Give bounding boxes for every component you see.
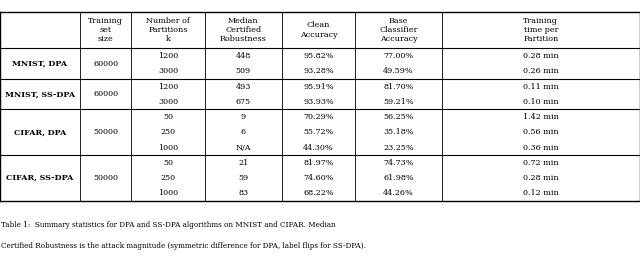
Text: 93.93%: 93.93% — [303, 98, 334, 106]
Text: 60000: 60000 — [93, 90, 118, 98]
Text: CIFAR, SS-DPA: CIFAR, SS-DPA — [6, 174, 74, 182]
Text: 1.42 min: 1.42 min — [523, 113, 559, 121]
Text: 1200: 1200 — [158, 83, 178, 91]
Text: 0.72 min: 0.72 min — [523, 159, 559, 167]
Text: Clean
Accuracy: Clean Accuracy — [300, 22, 337, 39]
Text: CIFAR, DPA: CIFAR, DPA — [14, 128, 66, 136]
Text: 1200: 1200 — [158, 52, 178, 60]
Text: 493: 493 — [236, 83, 251, 91]
Text: 250: 250 — [161, 128, 175, 136]
Text: Base
Classifier
Accuracy: Base Classifier Accuracy — [379, 17, 418, 43]
Text: 61.98%: 61.98% — [383, 174, 413, 182]
Text: Median
Certified
Robustness: Median Certified Robustness — [220, 17, 267, 43]
Text: 0.28 min: 0.28 min — [523, 52, 559, 60]
Text: 60000: 60000 — [93, 60, 118, 68]
Text: 44.30%: 44.30% — [303, 144, 333, 152]
Text: Training
set
size: Training set size — [88, 17, 123, 43]
Text: 50: 50 — [163, 113, 173, 121]
Text: 675: 675 — [236, 98, 251, 106]
Text: 68.22%: 68.22% — [303, 189, 333, 197]
Text: Training
time per
Partition: Training time per Partition — [523, 17, 559, 43]
Text: 0.56 min: 0.56 min — [523, 128, 559, 136]
Text: 6: 6 — [241, 128, 246, 136]
Text: 0.11 min: 0.11 min — [523, 83, 559, 91]
Text: MNIST, DPA: MNIST, DPA — [12, 60, 68, 68]
Text: 49.59%: 49.59% — [383, 67, 413, 75]
Text: 50: 50 — [163, 159, 173, 167]
Text: 74.73%: 74.73% — [383, 159, 413, 167]
Text: 93.28%: 93.28% — [303, 67, 333, 75]
Text: 448: 448 — [236, 52, 251, 60]
Text: 3000: 3000 — [158, 67, 178, 75]
Text: 83: 83 — [238, 189, 248, 197]
Text: 0.26 min: 0.26 min — [523, 67, 559, 75]
Text: 0.12 min: 0.12 min — [523, 189, 559, 197]
Text: 55.72%: 55.72% — [303, 128, 333, 136]
Text: 81.70%: 81.70% — [383, 83, 413, 91]
Text: 21: 21 — [238, 159, 248, 167]
Text: 23.25%: 23.25% — [383, 144, 413, 152]
Text: 1000: 1000 — [158, 189, 178, 197]
Text: 56.25%: 56.25% — [383, 113, 413, 121]
Text: N/A: N/A — [236, 144, 251, 152]
Text: 44.26%: 44.26% — [383, 189, 414, 197]
Text: 59: 59 — [238, 174, 248, 182]
Text: 1000: 1000 — [158, 144, 178, 152]
Text: 3000: 3000 — [158, 98, 178, 106]
Text: 0.10 min: 0.10 min — [523, 98, 559, 106]
Text: 250: 250 — [161, 174, 175, 182]
Text: 509: 509 — [236, 67, 251, 75]
Text: 0.36 min: 0.36 min — [523, 144, 559, 152]
Text: 9: 9 — [241, 113, 246, 121]
Text: 77.00%: 77.00% — [383, 52, 413, 60]
Text: 59.21%: 59.21% — [383, 98, 413, 106]
Text: 74.60%: 74.60% — [303, 174, 333, 182]
Text: Table 1:  Summary statistics for DPA and SS-DPA algorithms on MNIST and CIFAR. M: Table 1: Summary statistics for DPA and … — [1, 221, 336, 229]
Text: 35.18%: 35.18% — [383, 128, 413, 136]
Text: 50000: 50000 — [93, 174, 118, 182]
Text: Certified Robustness is the attack magnitude (symmetric difference for DPA, labe: Certified Robustness is the attack magni… — [1, 242, 366, 250]
Text: MNIST, SS-DPA: MNIST, SS-DPA — [5, 90, 75, 98]
Text: 81.97%: 81.97% — [303, 159, 333, 167]
Text: 95.82%: 95.82% — [303, 52, 333, 60]
Text: 0.28 min: 0.28 min — [523, 174, 559, 182]
Text: 95.91%: 95.91% — [303, 83, 333, 91]
Text: 50000: 50000 — [93, 128, 118, 136]
Text: 70.29%: 70.29% — [303, 113, 333, 121]
Text: Number of
Partitions
k: Number of Partitions k — [146, 17, 190, 43]
